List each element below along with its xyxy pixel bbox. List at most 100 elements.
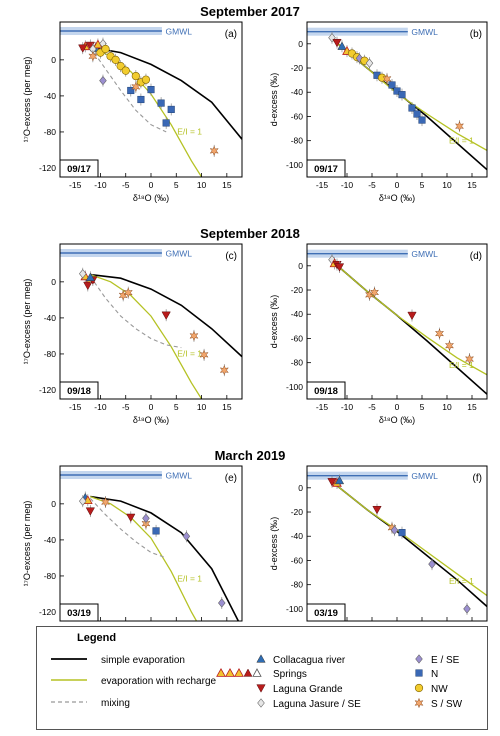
data-point-n (408, 104, 416, 112)
data-point-n (398, 91, 406, 99)
legend-label-n: N (431, 669, 438, 680)
x-tick-label: -15 (69, 402, 82, 412)
curve-evaporation-recharge (90, 46, 203, 177)
date-box (59, 603, 99, 622)
x-tick-label: 15 (222, 180, 232, 190)
annotation-ei: E/I = 1 (177, 573, 202, 583)
x-tick-label: 0 (395, 624, 400, 626)
data-point-n (147, 86, 155, 94)
y-tick-label: -100 (286, 160, 303, 170)
data-point-ssw (387, 522, 397, 534)
y-tick-label: -20 (291, 63, 304, 73)
legend-label-collacagua: Collacagua river (273, 655, 346, 666)
x-tick-label: 15 (467, 180, 477, 190)
data-point-ssw (131, 81, 141, 93)
x-axis-label: δ¹⁸O (‰) (133, 415, 169, 425)
panel-letter: (c) (225, 251, 237, 262)
data-point-laguna-grande (126, 513, 136, 523)
data-point-laguna-grande (332, 38, 342, 48)
x-tick-label: -15 (316, 402, 329, 412)
y-tick-label: -40 (291, 87, 304, 97)
curve-simple-evaporation (90, 273, 242, 358)
legend-label-nw: NW (431, 684, 448, 695)
data-point-nw (101, 44, 110, 54)
x-tick-label: -5 (122, 402, 130, 412)
x-tick-label: -10 (94, 402, 107, 412)
data-point-n (137, 95, 145, 104)
legend-label-springs: Springs (273, 669, 307, 680)
curve-evaporation-recharge (331, 481, 487, 597)
y-tick-label: 0 (298, 483, 303, 493)
y-tick-label: 0 (298, 39, 303, 49)
legend-box: Legend simple evaporation evaporation wi… (36, 626, 488, 730)
date-label: 09/17 (314, 164, 338, 175)
data-point-ssw (199, 349, 209, 361)
date-label: 09/18 (314, 386, 338, 397)
data-point-laguna-grande (372, 505, 382, 515)
x-tick-label: -10 (341, 624, 354, 626)
x-tick-label: 5 (174, 624, 179, 626)
x-tick-label: 0 (149, 180, 154, 190)
curve-simple-evaporation (90, 46, 242, 140)
x-tick-label: 10 (197, 402, 207, 412)
date-label: 09/17 (67, 164, 91, 175)
panel-3: GMWL E/I = 1 -15 -10 -5 0 5 10 15 0 -20 -40 -60 -80 -1… (269, 243, 488, 425)
x-tick-label: -10 (341, 180, 354, 190)
y-tick-label: -40 (44, 313, 57, 323)
y-tick-label: 0 (51, 277, 56, 287)
legend-label-ssw: S / SW (431, 699, 463, 710)
y-tick-label: 0 (51, 55, 56, 65)
data-point-ese (182, 531, 191, 541)
gmwl-label: GMWL (166, 249, 193, 259)
legend-label-simple: simple evaporation (101, 655, 185, 666)
y-tick-label: -100 (286, 382, 303, 392)
legend-symbol-ese (415, 654, 423, 664)
legend-label-ese: E / SE (431, 655, 460, 666)
plot-frame (306, 465, 488, 622)
y-tick-label: -40 (44, 91, 57, 101)
y-axis-label: ¹⁷O-excess (per meg) (22, 57, 32, 143)
legend-symbol-spring-1 (216, 667, 226, 677)
data-point-collacagua (85, 272, 95, 281)
gmwl-label: GMWL (411, 249, 438, 259)
legend-symbol-spring-4 (243, 668, 253, 677)
annotation-ei: E/I = 1 (177, 127, 202, 137)
data-point-nw (111, 55, 120, 64)
data-point-ssw (444, 340, 455, 352)
y-axis-label: ¹⁷O-excess (per meg) (22, 279, 32, 365)
data-point-ese (142, 513, 150, 523)
x-tick-label: 10 (442, 624, 452, 626)
legend-symbol-spring-3 (234, 667, 244, 677)
y-tick-label: -120 (39, 385, 56, 395)
x-tick-label: 5 (174, 402, 179, 412)
plot-frame (306, 243, 488, 400)
x-tick-label: 5 (420, 180, 425, 190)
data-point-ssw (434, 328, 445, 339)
y-tick-label: -80 (44, 571, 57, 581)
title-mar-2019: March 2019 (214, 448, 286, 463)
date-label: 03/19 (314, 608, 338, 619)
x-tick-label: 10 (197, 624, 207, 626)
data-point-n (152, 527, 160, 535)
date-label: 03/19 (67, 608, 91, 619)
x-tick-label: 0 (149, 402, 154, 412)
panel-0: GMWL E/I = 1 -15 -10 -5 0 5 10 15 0 -40 -80 -120 δ¹⁸O… (22, 21, 243, 203)
x-tick-label: -5 (368, 402, 376, 412)
date-box (59, 381, 99, 400)
panel-1: GMWL E/I = 1 -15 -10 -5 0 5 10 15 0 -20 -40 -60 -80 -1… (269, 21, 488, 203)
x-tick-label: -10 (94, 624, 107, 626)
data-point-n (398, 529, 406, 537)
legend-title: Legend (77, 632, 116, 644)
data-point-ese (463, 604, 471, 614)
panel-letter: (b) (470, 29, 482, 40)
y-tick-label: -120 (39, 607, 56, 617)
data-point-laguna-jasure (79, 496, 87, 506)
panel-2: GMWL E/I = 1 -15 -10 -5 0 5 10 15 0 -40 -80 -120 δ¹⁸O… (22, 243, 243, 425)
curve-simple-evaporation (90, 495, 240, 621)
x-tick-label: -5 (368, 624, 376, 626)
plot-frame (59, 465, 243, 622)
chart-area: GMWL E/I = 1 -15 -10 -5 0 5 10 15 0 -40 -80 -120 δ¹⁸O… (22, 21, 488, 626)
data-point-n (162, 119, 170, 127)
x-tick-label: 10 (442, 180, 452, 190)
